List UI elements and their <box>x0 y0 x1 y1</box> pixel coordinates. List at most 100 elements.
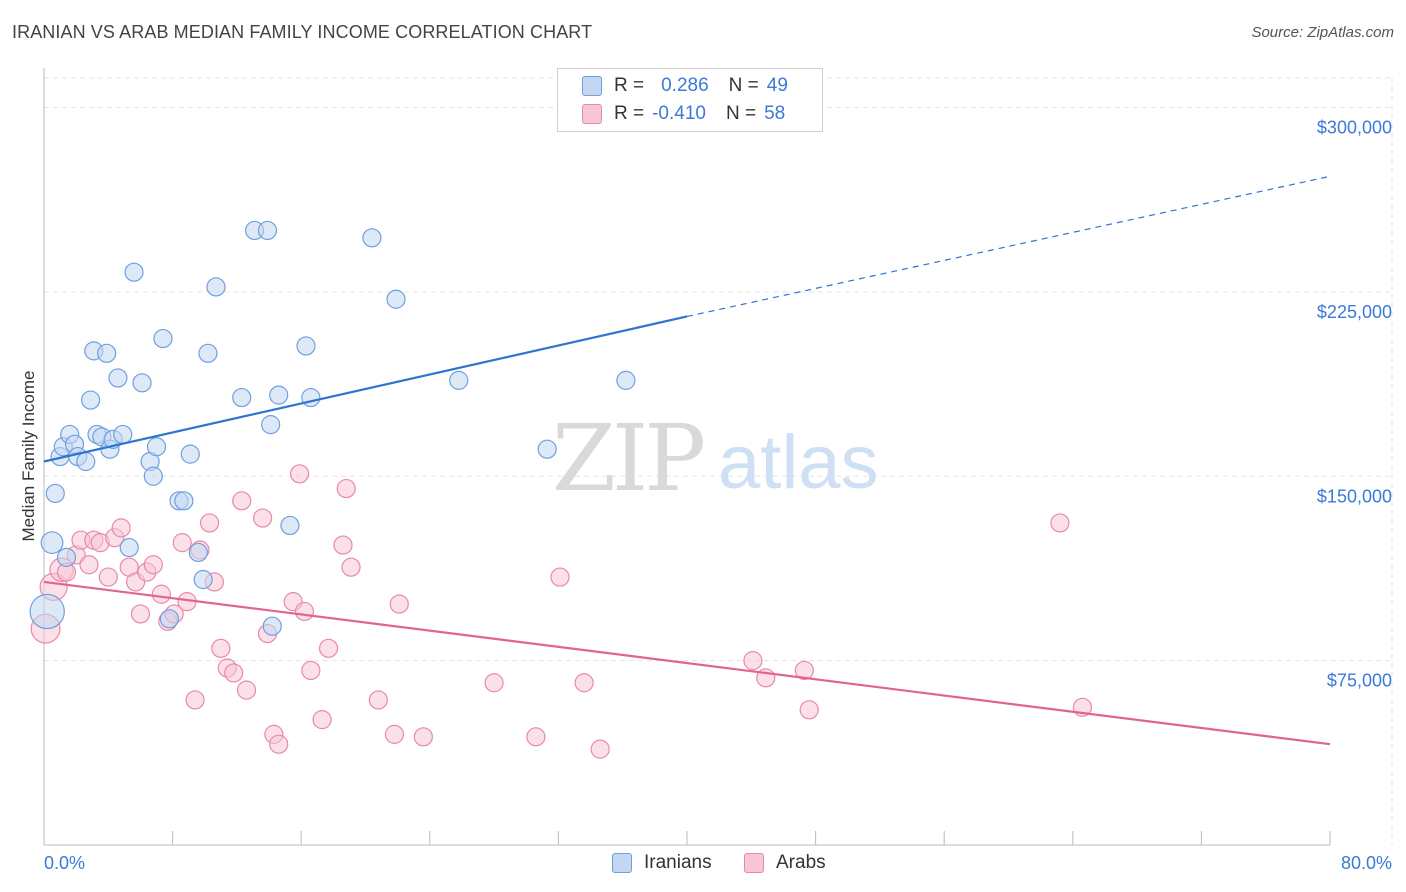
arabs-swatch <box>744 853 764 873</box>
arabs-point <box>799 700 819 720</box>
arabs-point <box>79 555 99 575</box>
legend-label-arabs: Arabs <box>776 852 826 873</box>
iranians-point <box>262 616 282 636</box>
source-label: Source: ZipAtlas.com <box>1251 24 1394 41</box>
iranians-point <box>232 387 252 408</box>
x-tick-label: 0.0% <box>44 853 85 873</box>
arabs-point <box>294 601 315 622</box>
arabs-point <box>341 557 361 577</box>
arabs-point <box>172 533 192 553</box>
arabs-point <box>236 680 257 700</box>
arabs-point <box>143 555 163 575</box>
x-tick-label: 80.0% <box>1341 853 1392 873</box>
iranians-point <box>113 424 133 445</box>
iranians-point <box>45 483 65 504</box>
iranians-point <box>537 439 557 459</box>
arabs-point <box>368 690 388 710</box>
iranians-point <box>174 491 194 511</box>
watermark-zip: ZIP <box>552 405 703 512</box>
arabs-point <box>1050 513 1070 533</box>
arabs-point <box>98 567 118 587</box>
arabs-point <box>526 727 546 747</box>
series-legend: Iranians Arabs <box>0 852 1406 878</box>
arabs-point <box>413 727 433 747</box>
iranians-swatch <box>582 76 602 96</box>
trend-lines <box>43 175 1331 746</box>
iranians-point <box>301 387 321 408</box>
y-tick-label: $150,000 <box>1317 486 1392 506</box>
n-value: 58 <box>764 103 786 124</box>
iranians-point <box>81 390 101 410</box>
arabs-point <box>289 464 310 484</box>
legend-row-iranians: R = 0.286 N = 49 <box>582 73 788 99</box>
n-value: 49 <box>766 75 788 96</box>
arabs-point <box>743 651 763 671</box>
iranians-point <box>193 569 213 590</box>
iranians-point <box>269 385 289 405</box>
iranians-point <box>97 343 117 363</box>
arabs-point <box>333 535 353 555</box>
iranians-point <box>76 451 96 472</box>
watermark: ZIP atlas <box>552 405 879 512</box>
axes <box>43 68 1331 846</box>
iranians-point <box>56 547 77 567</box>
arabs-point <box>232 491 252 511</box>
arabs-swatch <box>582 104 602 124</box>
iranians-point <box>29 593 65 630</box>
iranians-point <box>449 370 469 390</box>
iranians-trend-extension <box>686 175 1331 318</box>
arabs-point <box>590 739 610 759</box>
iranians-swatch <box>612 853 632 873</box>
iranians-point <box>119 537 139 558</box>
iranians-point <box>616 370 636 390</box>
arabs-point <box>111 518 131 538</box>
iranians-point <box>153 328 173 349</box>
iranians-point <box>40 531 64 555</box>
iranians-point <box>296 336 316 356</box>
r-value: 0.286 <box>661 75 709 96</box>
y-tick-label: $225,000 <box>1317 302 1392 322</box>
arabs-point <box>484 673 504 693</box>
iranians-point <box>280 515 300 536</box>
arabs-point <box>318 638 339 658</box>
legend-item-arabs[interactable]: Arabs <box>744 852 826 874</box>
r-label: R = <box>614 75 645 96</box>
iranians-point <box>261 415 281 435</box>
y-tick-label: $75,000 <box>1327 671 1392 691</box>
chart-title: IRANIAN VS ARAB MEDIAN FAMILY INCOME COR… <box>12 22 593 42</box>
y-axis-label: Median Family Income <box>19 370 38 541</box>
iranians-point <box>188 542 208 563</box>
arabs-point <box>185 690 205 710</box>
legend-row-arabs: R = -0.410 N = 58 <box>582 101 785 127</box>
arabs-point <box>574 673 594 693</box>
iranians-point <box>198 343 218 363</box>
iranians-point <box>257 220 278 241</box>
iranians-point <box>108 368 128 388</box>
watermark-atlas: atlas <box>718 420 879 505</box>
arabs-point <box>384 724 405 744</box>
iranians-point <box>159 609 179 629</box>
iranians-trend-line <box>43 315 688 463</box>
arabs-point <box>211 638 231 658</box>
r-label: R = <box>614 103 645 124</box>
arabs-point <box>550 567 570 587</box>
arabs-point <box>336 478 356 499</box>
iranians-point <box>132 373 152 393</box>
gridlines <box>44 77 1393 845</box>
arabs-point <box>794 660 814 681</box>
iranians-points <box>29 220 636 636</box>
stats-legend: R = 0.286 N = 49 R = -0.410 N = 58 <box>557 68 823 132</box>
legend-item-iranians[interactable]: Iranians <box>612 852 712 874</box>
iranians-point <box>206 277 226 297</box>
arabs-point <box>224 663 244 683</box>
arabs-point <box>389 594 409 614</box>
iranians-point <box>146 437 167 457</box>
iranians-point <box>386 289 406 309</box>
axis-ticks: $75,000 $150,000 $225,000 $300,000 0.0% 80.0% <box>44 118 1392 874</box>
n-label: N = <box>725 103 757 124</box>
iranians-point <box>362 228 382 248</box>
arabs-point <box>301 660 321 681</box>
y-tick-label: $300,000 <box>1317 118 1392 138</box>
arabs-point <box>312 710 332 730</box>
